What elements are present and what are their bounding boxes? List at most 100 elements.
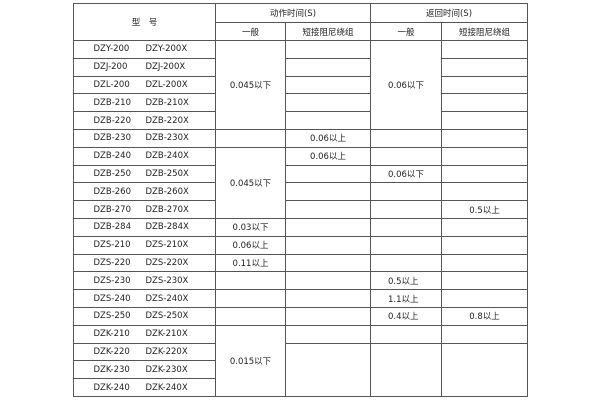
model-name: DZB-210 bbox=[93, 97, 132, 108]
action-short-cell bbox=[285, 111, 371, 130]
table-row: DZS-250 DZS-250X 0.4以上 0.8以上 bbox=[73, 306, 528, 326]
model-x-variant: DZB-230X bbox=[145, 133, 189, 144]
model-name: DZK-230 bbox=[93, 364, 130, 375]
action-short-cell bbox=[285, 200, 371, 219]
model-x-variant: DZK-220X bbox=[145, 346, 188, 357]
return-general-cell: 0.5以上 bbox=[370, 271, 442, 291]
model-name: DZS-210 bbox=[93, 240, 131, 251]
table-row: DZB-240 DZB-240X 0.045以下 0.06以上 bbox=[73, 146, 528, 219]
return-general-cell bbox=[370, 217, 442, 237]
model-x-variant: DZS-240X bbox=[145, 293, 189, 304]
return-general-cell: 0.06以下 bbox=[370, 40, 442, 130]
table-row: DZB-270 DZB-270X 0.5以上 bbox=[73, 200, 528, 219]
return-short-cell bbox=[441, 289, 528, 308]
table-row: DZY-200 DZY-200X 0.045以下 0.06以下 bbox=[73, 40, 528, 130]
model-x-variant: DZS-220X bbox=[145, 257, 189, 268]
return-general-cell bbox=[370, 128, 442, 148]
header-model: 型 号 bbox=[73, 3, 216, 41]
header-return-time: 返回时间(S) bbox=[370, 3, 528, 23]
model-x-variant: DZB-210X bbox=[145, 97, 189, 108]
model-name: DZL-200 bbox=[93, 79, 130, 90]
model-name: DZS-230 bbox=[93, 275, 131, 286]
return-short-cell bbox=[441, 146, 528, 166]
action-short-cell bbox=[285, 342, 371, 397]
model-cell: DZS-220 DZS-220X bbox=[73, 253, 216, 273]
table-row: DZK-220 DZK-220X bbox=[73, 342, 528, 397]
return-short-cell bbox=[441, 253, 528, 273]
return-general-cell bbox=[370, 324, 442, 344]
table-row: DZB-220 DZB-220X bbox=[73, 111, 528, 130]
model-cell: DZK-220 DZK-220X bbox=[73, 342, 216, 362]
model-x-variant: DZK-210X bbox=[145, 329, 188, 340]
action-general-cell: 0.06以上 bbox=[215, 235, 286, 255]
return-short-cell bbox=[441, 164, 528, 184]
return-general-cell bbox=[370, 200, 442, 219]
model-cell: DZS-240 DZS-240X bbox=[73, 289, 216, 308]
action-general-cell: 0.045以下 bbox=[215, 40, 286, 130]
action-general-cell bbox=[215, 271, 286, 291]
return-general-cell: 1.1以上 bbox=[370, 289, 442, 308]
return-general-cell: 0.4以上 bbox=[370, 306, 442, 326]
model-name: DZS-250 bbox=[93, 311, 131, 322]
return-short-cell bbox=[441, 93, 528, 113]
model-name: DZB-270 bbox=[93, 204, 132, 215]
model-x-variant: DZB-284X bbox=[145, 222, 189, 233]
table-row: DZS-220 DZS-220X 0.11以上 bbox=[73, 253, 528, 273]
model-cell: DZJ-200 DZJ-200X bbox=[73, 57, 216, 77]
return-short-cell bbox=[441, 235, 528, 255]
model-cell: DZB-270 DZB-270X bbox=[73, 200, 216, 219]
model-x-variant: DZK-240X bbox=[145, 382, 188, 393]
return-short-cell bbox=[441, 324, 528, 344]
table-row: DZL-200 DZL-200X bbox=[73, 75, 528, 95]
action-general-cell: 0.03以下 bbox=[215, 217, 286, 237]
model-cell: DZK-240 DZK-240X bbox=[73, 378, 216, 397]
model-x-variant: DZB-220X bbox=[145, 115, 189, 126]
model-x-variant: DZY-200X bbox=[145, 44, 188, 55]
action-general-cell: 0.045以下 bbox=[215, 146, 286, 219]
model-x-variant: DZS-230X bbox=[145, 275, 189, 286]
table-row: DZB-250 DZB-250X 0.06以下 bbox=[73, 164, 528, 184]
model-cell: DZK-210 DZK-210X bbox=[73, 324, 216, 344]
action-short-cell bbox=[285, 217, 371, 237]
model-cell: DZB-220 DZB-220X bbox=[73, 111, 216, 130]
action-short-cell bbox=[285, 306, 371, 326]
header-return-short: 短接阻尼绕组 bbox=[441, 22, 528, 41]
model-x-variant: DZL-200X bbox=[145, 79, 188, 90]
action-general-cell: 0.11以上 bbox=[215, 253, 286, 273]
model-cell: DZB-230 DZB-230X bbox=[73, 128, 216, 148]
action-short-cell bbox=[285, 289, 371, 308]
model-x-variant: DZB-260X bbox=[145, 186, 189, 197]
model-cell: DZS-250 DZS-250X bbox=[73, 306, 216, 326]
action-short-cell bbox=[285, 57, 371, 77]
action-general-cell bbox=[215, 306, 286, 326]
action-general-cell bbox=[215, 128, 286, 148]
return-short-cell bbox=[441, 182, 528, 202]
action-short-cell bbox=[285, 40, 371, 59]
return-short-cell bbox=[441, 271, 528, 291]
return-short-cell bbox=[441, 40, 528, 59]
model-x-variant: DZB-270X bbox=[145, 204, 189, 215]
model-cell: DZY-200 DZY-200X bbox=[73, 40, 216, 59]
return-general-cell bbox=[370, 182, 442, 202]
model-cell: DZK-230 DZK-230X bbox=[73, 360, 216, 380]
action-short-cell bbox=[285, 93, 371, 113]
return-short-cell bbox=[441, 57, 528, 77]
model-cell: DZL-200 DZL-200X bbox=[73, 75, 216, 95]
action-short-cell bbox=[285, 271, 371, 291]
header-action-general: 一般 bbox=[215, 22, 286, 41]
return-general-cell bbox=[370, 342, 442, 397]
model-x-variant: DZB-250X bbox=[145, 168, 189, 179]
model-name: DZB-240 bbox=[93, 151, 132, 162]
header-return-general: 一般 bbox=[370, 22, 442, 41]
relay-timing-table: 型 号 动作时间(S) 返回时间(S) 一般 短接阻尼绕组 一般 短接阻尼绕组 … bbox=[73, 3, 528, 397]
table-row: DZB-210 DZB-210X bbox=[73, 93, 528, 113]
return-short-cell bbox=[441, 75, 528, 95]
return-general-cell bbox=[370, 235, 442, 255]
return-short-cell: 0.5以上 bbox=[441, 200, 528, 219]
return-short-cell bbox=[441, 342, 528, 397]
header-action-time: 动作时间(S) bbox=[215, 3, 371, 23]
table-row: DZK-210 DZK-210X 0.015以下 bbox=[73, 324, 528, 397]
model-name: DZK-240 bbox=[93, 382, 130, 393]
table-row: DZB-260 DZB-260X bbox=[73, 182, 528, 202]
model-name: DZK-220 bbox=[93, 346, 130, 357]
